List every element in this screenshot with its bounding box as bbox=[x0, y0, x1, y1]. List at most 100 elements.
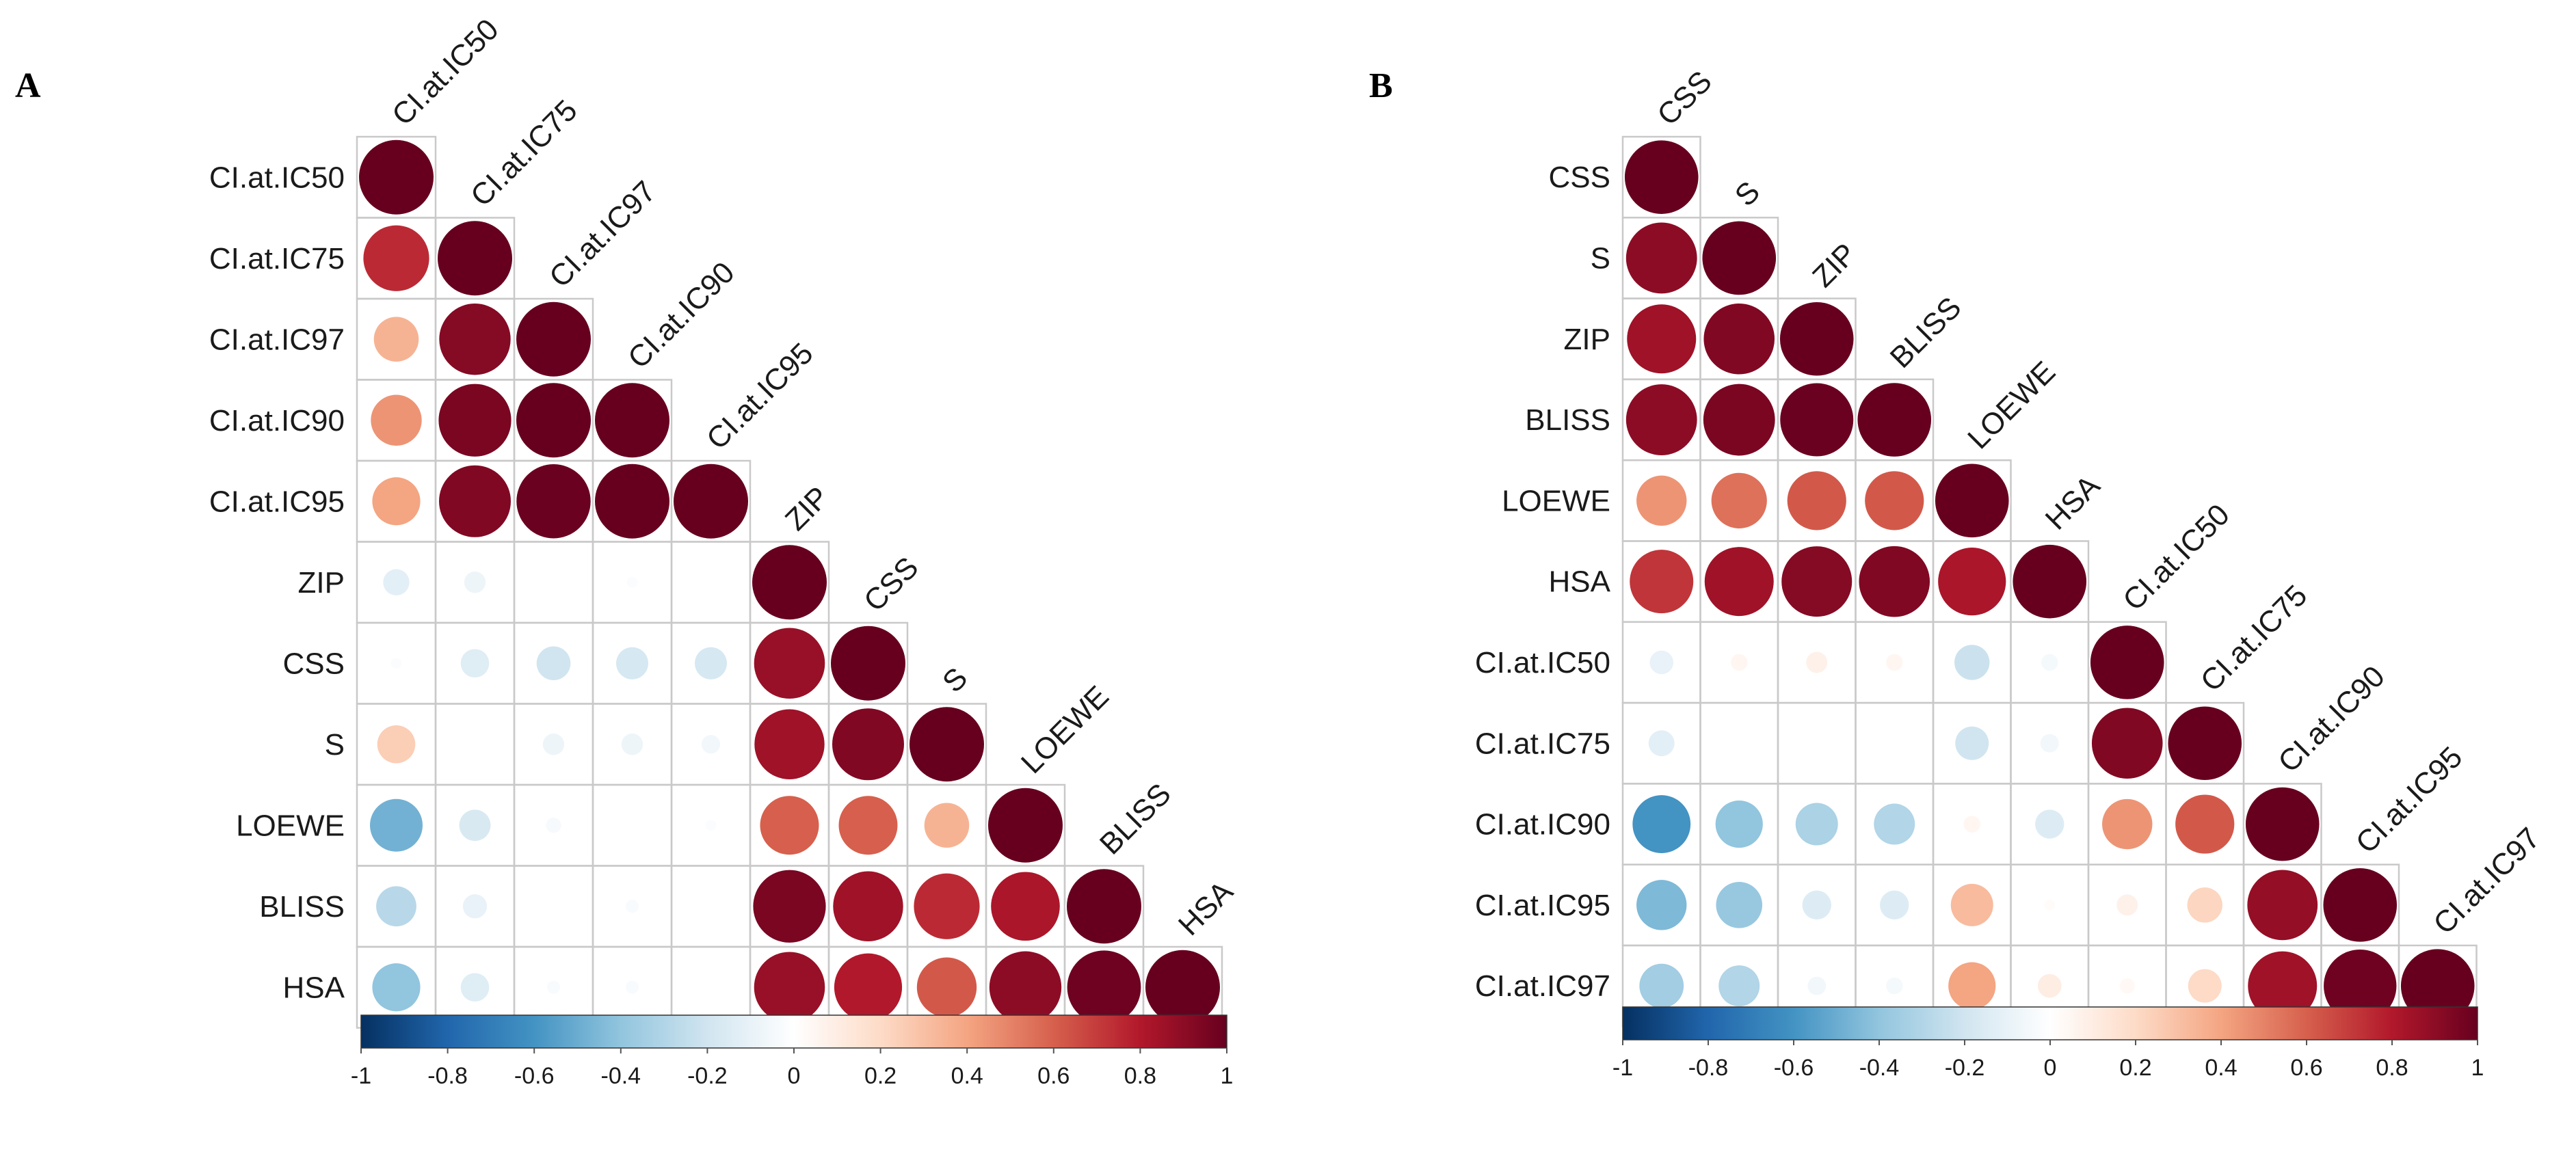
a-colorbar-tick-label: -0.6 bbox=[514, 1063, 555, 1089]
a-correlation-circle bbox=[459, 809, 491, 842]
a-correlation-circle bbox=[358, 138, 435, 216]
a-row-label: LOEWE bbox=[236, 809, 345, 842]
b-correlation-circle bbox=[1779, 381, 1855, 458]
a-correlation-circle bbox=[438, 302, 512, 377]
panel-a-letter: A bbox=[15, 66, 41, 105]
b-column-label: CI.at.IC95 bbox=[2350, 740, 2469, 860]
a-correlation-circle bbox=[991, 872, 1060, 941]
a-correlation-circle bbox=[621, 734, 643, 755]
b-colorbar-tick-label: 0.2 bbox=[2119, 1055, 2151, 1081]
b-correlation-circle bbox=[2119, 978, 2135, 994]
b-colorbar-tick-label: -0.2 bbox=[1945, 1055, 1985, 1081]
a-correlation-circle bbox=[1065, 868, 1143, 945]
a-correlation-circle bbox=[437, 382, 513, 458]
b-correlation-circle bbox=[2116, 894, 2138, 916]
b-correlation-circle bbox=[2041, 654, 2058, 671]
a-correlation-circle bbox=[987, 786, 1064, 864]
b-correlation-circle bbox=[1780, 545, 1854, 619]
a-correlation-circle bbox=[438, 463, 512, 539]
a-correlation-circle bbox=[760, 796, 819, 855]
a-correlation-circle bbox=[1144, 948, 1221, 1026]
a-colorbar-tick-label: -1 bbox=[351, 1063, 371, 1089]
a-column-label: CI.at.IC97 bbox=[543, 174, 663, 294]
b-correlation-circle bbox=[1795, 803, 1838, 846]
b-column-label: CI.at.IC97 bbox=[2427, 821, 2547, 941]
a-cell bbox=[592, 783, 673, 867]
b-correlation-circle bbox=[1636, 880, 1687, 930]
a-correlation-circle bbox=[754, 709, 825, 779]
b-correlation-circle bbox=[2166, 705, 2244, 782]
b-correlation-circle bbox=[1802, 890, 1831, 920]
a-correlation-circle bbox=[831, 707, 905, 782]
b-row-label: BLISS bbox=[1525, 403, 1610, 437]
a-correlation-circle bbox=[705, 820, 717, 831]
a-colorbar-tick-label: 0 bbox=[788, 1063, 801, 1089]
b-correlation-circle bbox=[2011, 543, 2088, 620]
b-correlation-circle bbox=[1807, 976, 1827, 995]
b-colorbar-tick-label: 0.4 bbox=[2205, 1055, 2237, 1081]
b-correlation-circle bbox=[1702, 301, 1777, 376]
b-correlation-circle bbox=[1625, 222, 1697, 294]
b-row-label: CI.at.IC95 bbox=[1475, 889, 1610, 922]
a-row-label: CI.at.IC97 bbox=[209, 323, 345, 356]
a-correlation-circle bbox=[515, 463, 592, 540]
a-correlation-circle bbox=[460, 649, 490, 678]
a-row-label: CSS bbox=[283, 647, 345, 680]
a-correlation-circle bbox=[372, 477, 421, 526]
b-cell bbox=[1855, 701, 1935, 785]
a-cell bbox=[670, 865, 752, 948]
b-correlation-circle bbox=[2175, 794, 2235, 854]
b-correlation-circle bbox=[2322, 867, 2399, 943]
a-column-label: CI.at.IC95 bbox=[700, 336, 820, 456]
panel-a: A CI.at.IC50CI.at.IC75CI.at.IC97CI.at.IC… bbox=[15, 12, 1240, 1089]
a-column-label: HSA bbox=[1172, 874, 1240, 942]
a-colorbar-tick-label: -0.2 bbox=[687, 1063, 728, 1089]
b-correlation-circle bbox=[2037, 973, 2062, 998]
a-correlation-circle bbox=[838, 796, 898, 855]
a-correlation-circle bbox=[376, 886, 416, 927]
b-correlation-circle bbox=[1865, 471, 1924, 530]
a-correlation-circle bbox=[924, 803, 970, 848]
a-correlation-circle bbox=[989, 951, 1062, 1023]
a-correlation-circle bbox=[701, 735, 721, 754]
a-correlation-circle bbox=[914, 873, 980, 939]
a-column-label: ZIP bbox=[779, 481, 836, 537]
a-correlation-circle bbox=[616, 647, 648, 680]
a-correlation-circle bbox=[833, 871, 903, 941]
a-colorbar-tick-label: 0.6 bbox=[1037, 1063, 1070, 1089]
b-correlation-circle bbox=[1856, 381, 1933, 458]
a-correlation-circle bbox=[542, 734, 565, 755]
a-correlation-circle bbox=[916, 957, 977, 1017]
a-correlation-circle bbox=[754, 952, 825, 1023]
b-correlation-circle bbox=[1787, 471, 1846, 530]
a-colorbar-tick-label: 0.8 bbox=[1124, 1063, 1156, 1089]
b-column-label: CI.at.IC50 bbox=[2116, 498, 2236, 617]
a-cell bbox=[670, 541, 752, 624]
b-correlation-circle bbox=[1711, 472, 1767, 528]
b-correlation-circle bbox=[1632, 795, 1691, 853]
b-column-label: HSA bbox=[2039, 468, 2107, 536]
a-column-label: S bbox=[936, 661, 974, 699]
b-column-label: LOEWE bbox=[1961, 355, 2062, 455]
b-correlation-circle bbox=[1874, 803, 1915, 845]
a-correlation-circle bbox=[464, 572, 486, 593]
b-correlation-circle bbox=[1778, 300, 1855, 377]
a-cell bbox=[513, 865, 594, 948]
b-correlation-circle bbox=[2088, 624, 2166, 701]
b-correlation-circle bbox=[1649, 650, 1674, 675]
b-correlation-circle bbox=[1636, 475, 1687, 526]
a-correlation-circle bbox=[436, 219, 514, 297]
b-row-label: LOEWE bbox=[1502, 484, 1610, 517]
b-correlation-circle bbox=[1950, 883, 1993, 926]
b-row-label: S bbox=[1591, 241, 1610, 275]
a-correlation-circle bbox=[363, 225, 429, 291]
b-correlation-circle bbox=[1731, 654, 1748, 671]
b-correlation-circle bbox=[2035, 809, 2064, 839]
a-column-label: CI.at.IC90 bbox=[622, 256, 741, 375]
a-correlation-circle bbox=[672, 462, 749, 540]
a-correlation-circle bbox=[834, 953, 903, 1021]
b-column-label: ZIP bbox=[1806, 237, 1863, 294]
b-colorbar-tick-label: 0.8 bbox=[2376, 1055, 2408, 1081]
b-colorbar-tick-label: 0.6 bbox=[2290, 1055, 2322, 1081]
a-correlation-circle bbox=[370, 798, 423, 852]
